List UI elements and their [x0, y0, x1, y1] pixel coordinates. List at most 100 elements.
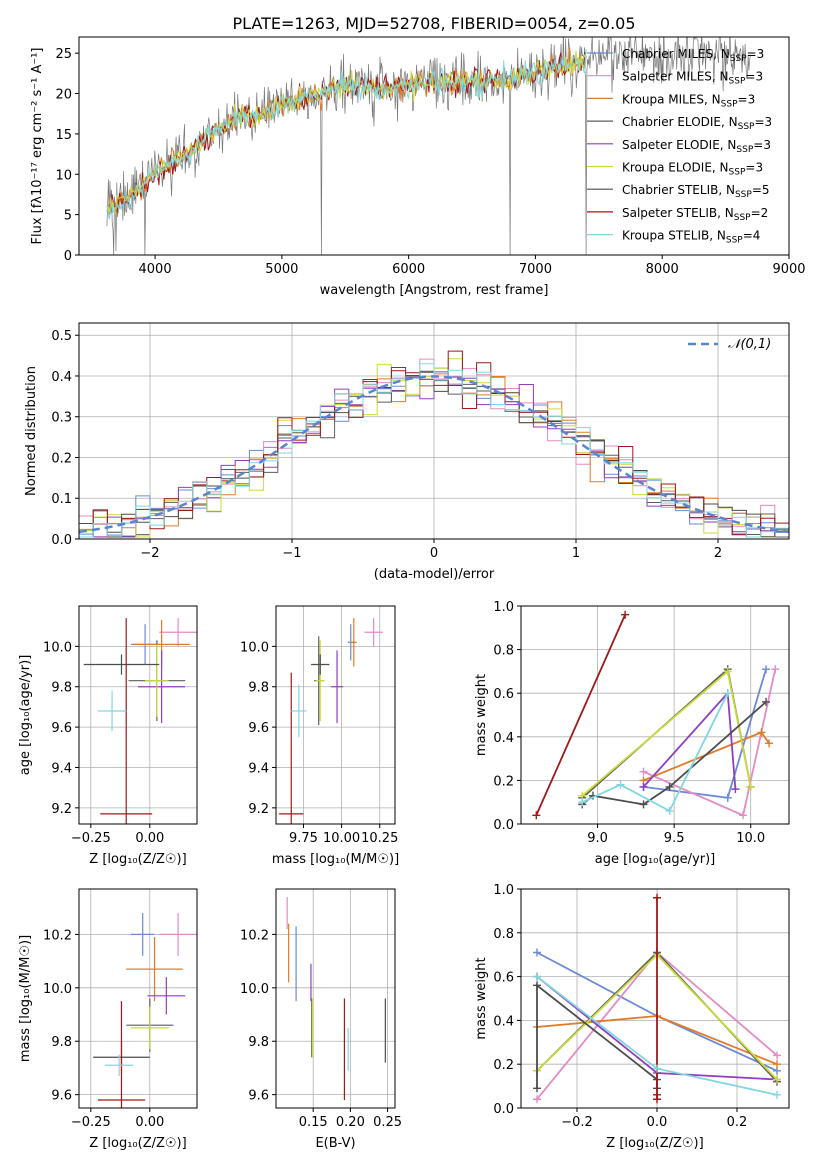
mass-weight-marker	[533, 1084, 541, 1093]
axes-frame	[520, 605, 790, 825]
grid-mass_vs_ebv	[276, 889, 395, 1108]
x-tick-label: 6000	[392, 262, 425, 277]
axes-frame	[275, 605, 396, 825]
legend-entry: Kroupa MILES, NSSP=3	[622, 92, 755, 109]
x-tick-label: 4000	[139, 262, 172, 277]
panel-mass_vs_Z	[79, 889, 197, 1108]
y-tick-label: 15	[55, 128, 72, 143]
y-tick-label: 9.8	[51, 681, 72, 696]
mass-weight-marker	[616, 780, 625, 789]
y-tick-label: 10.0	[43, 982, 72, 997]
x-tick-label: −0.25	[71, 831, 111, 846]
legend-entry: Kroupa STELIB, NSSP=4	[622, 229, 760, 246]
y-tick-label: 1.0	[493, 600, 514, 615]
legend-entry: Chabrier STELIB, NSSP=5	[622, 183, 770, 200]
mass-weight-marker	[639, 800, 648, 809]
panel-massweight_vs_Z	[521, 888, 789, 1109]
panel-residuals	[79, 323, 789, 540]
mass-weight-marker	[773, 1090, 781, 1099]
errorbar-point	[330, 650, 344, 724]
residual-histogram	[79, 367, 789, 538]
errorbar-point	[83, 654, 160, 675]
y-axis-label: age [log₁₀(age/yr)]	[18, 655, 33, 776]
x-tick-label: 0.00	[135, 1115, 164, 1130]
x-axis-label: wavelength [Angstrom, rest frame]	[320, 283, 549, 298]
errorbar-point	[159, 913, 197, 956]
mass-weight-marker	[653, 893, 661, 902]
x-tick-label: 0.00	[135, 831, 164, 846]
y-tick-label: 0.0	[51, 533, 72, 548]
panel-spectrum	[106, 37, 751, 255]
y-tick-label: 0.6	[493, 971, 514, 986]
mass-weight-line	[643, 731, 770, 782]
plot-area-spectrum	[106, 37, 751, 255]
errorbar-point	[315, 640, 325, 722]
panel-mass_vs_ebv	[276, 889, 395, 1108]
axes-frame	[275, 888, 396, 1109]
x-tick-label: 7000	[519, 262, 552, 277]
x-tick-label: 0.20	[336, 1115, 365, 1130]
y-tick-label: 0.2	[51, 451, 72, 466]
model-spectrum	[106, 49, 587, 220]
y-tick-label: 10.2	[43, 928, 72, 943]
y-tick-label: 1.0	[493, 883, 514, 898]
residual-histogram	[79, 350, 789, 538]
x-tick-label: 0.15	[299, 1115, 328, 1130]
x-axis-label: Z [log₁₀(Z/Z☉)]	[89, 852, 186, 867]
y-tick-label: 0.4	[51, 370, 72, 385]
mass-weight-marker	[533, 972, 541, 981]
errorbar-point	[130, 913, 155, 956]
y-tick-label: 0.2	[493, 1058, 514, 1073]
x-tick-label: 0	[430, 546, 438, 561]
mass-weight-marker	[762, 665, 771, 674]
y-tick-label: 0.1	[51, 492, 72, 507]
x-tick-label: 1	[572, 546, 580, 561]
errorbar-point	[126, 937, 183, 1002]
y-tick-label: 9.6	[248, 1089, 269, 1104]
panel-age_vs_Z	[79, 606, 197, 824]
y-tick-label: 0.0	[493, 818, 514, 833]
mass-weight-marker	[653, 1090, 661, 1099]
errorbar-point	[291, 684, 307, 738]
y-tick-label: 9.2	[51, 802, 72, 817]
x-tick-label: 0.0	[647, 1115, 668, 1130]
y-tick-label: 9.8	[248, 1035, 269, 1050]
mass-weight-marker	[532, 811, 541, 820]
plot-area-mass_vs_ebv	[286, 897, 386, 1100]
y-axis-label: Normed distribution	[24, 366, 39, 496]
mass-weight-marker	[723, 793, 732, 802]
errorbar-point	[97, 690, 127, 732]
y-tick-label: 9.4	[51, 761, 72, 776]
mass-weight-marker	[757, 728, 766, 737]
y-tick-label: 10.0	[43, 640, 72, 655]
y-tick-label: 9.4	[248, 761, 269, 776]
legend-entry: Kroupa ELODIE, NSSP=3	[622, 161, 763, 178]
normal-reference-curve	[79, 375, 789, 534]
errorbar-point	[130, 1006, 169, 1050]
y-tick-label: 0.8	[493, 927, 514, 942]
plot-area-mass_vs_Z	[93, 913, 197, 1108]
x-axis-label: Z [log₁₀(Z/Z☉)]	[606, 1136, 703, 1151]
mass-weight-marker	[773, 1060, 781, 1069]
y-axis-label: Flux [fλ10⁻¹⁷ erg cm⁻² s⁻¹ A⁻¹]	[30, 48, 45, 245]
y-tick-label: 9.6	[248, 721, 269, 736]
x-tick-label: 9.75	[289, 831, 318, 846]
x-tick-label: −0.2	[561, 1115, 593, 1130]
x-tick-label: 10.00	[323, 831, 360, 846]
legend-entry: Salpeter STELIB, NSSP=2	[622, 206, 768, 223]
errorbar-point	[100, 618, 153, 824]
errorbar-point	[97, 1001, 146, 1108]
mass-weight-line	[581, 667, 752, 799]
y-tick-label: 10	[55, 168, 72, 183]
y-tick-label: 25	[55, 47, 72, 62]
axes-frame	[78, 605, 198, 825]
axes-frame	[520, 888, 790, 1109]
mass-weight-marker	[639, 767, 648, 776]
mass-weight-marker	[621, 610, 630, 619]
grid-mass_vs_Z	[79, 889, 197, 1108]
legend-entry: 𝒩(0,1)	[728, 337, 771, 352]
x-tick-label: −1	[282, 546, 301, 561]
y-axis-label: mass weight	[474, 674, 489, 756]
x-tick-label: 8000	[646, 262, 679, 277]
spectrum-legend: Chabrier MILES, NSSP=3 Salpeter MILES, NS…	[587, 47, 772, 246]
